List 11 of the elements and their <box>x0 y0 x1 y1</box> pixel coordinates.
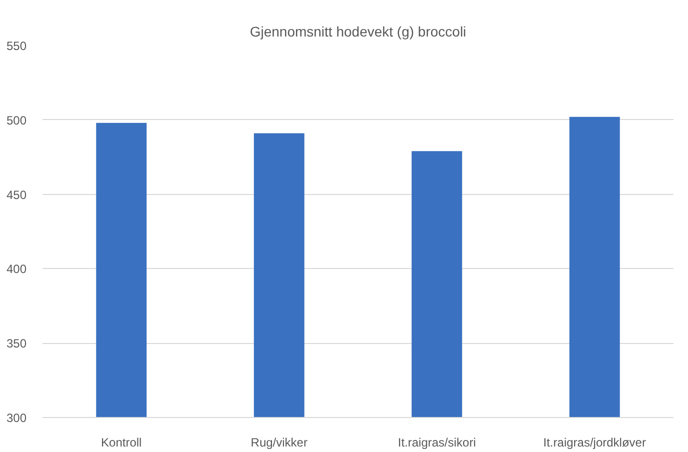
y-tick-label: 550 <box>6 39 27 53</box>
y-tick-label: 300 <box>6 411 27 425</box>
y-tick-label: 500 <box>6 113 27 128</box>
x-tick-label: It.raigras/sikori <box>398 436 476 450</box>
y-tick-label: 450 <box>6 188 27 202</box>
chart-title: Gjennomsnitt hodevekt (g) broccoli <box>250 24 466 40</box>
y-tick-label: 400 <box>6 262 27 276</box>
x-tick-label: Rug/vikker <box>250 436 308 450</box>
y-tick-label: 350 <box>6 336 27 351</box>
x-tick-label: It.raigras/jordkløver <box>543 436 646 450</box>
x-tick-label: Kontroll <box>101 436 142 450</box>
